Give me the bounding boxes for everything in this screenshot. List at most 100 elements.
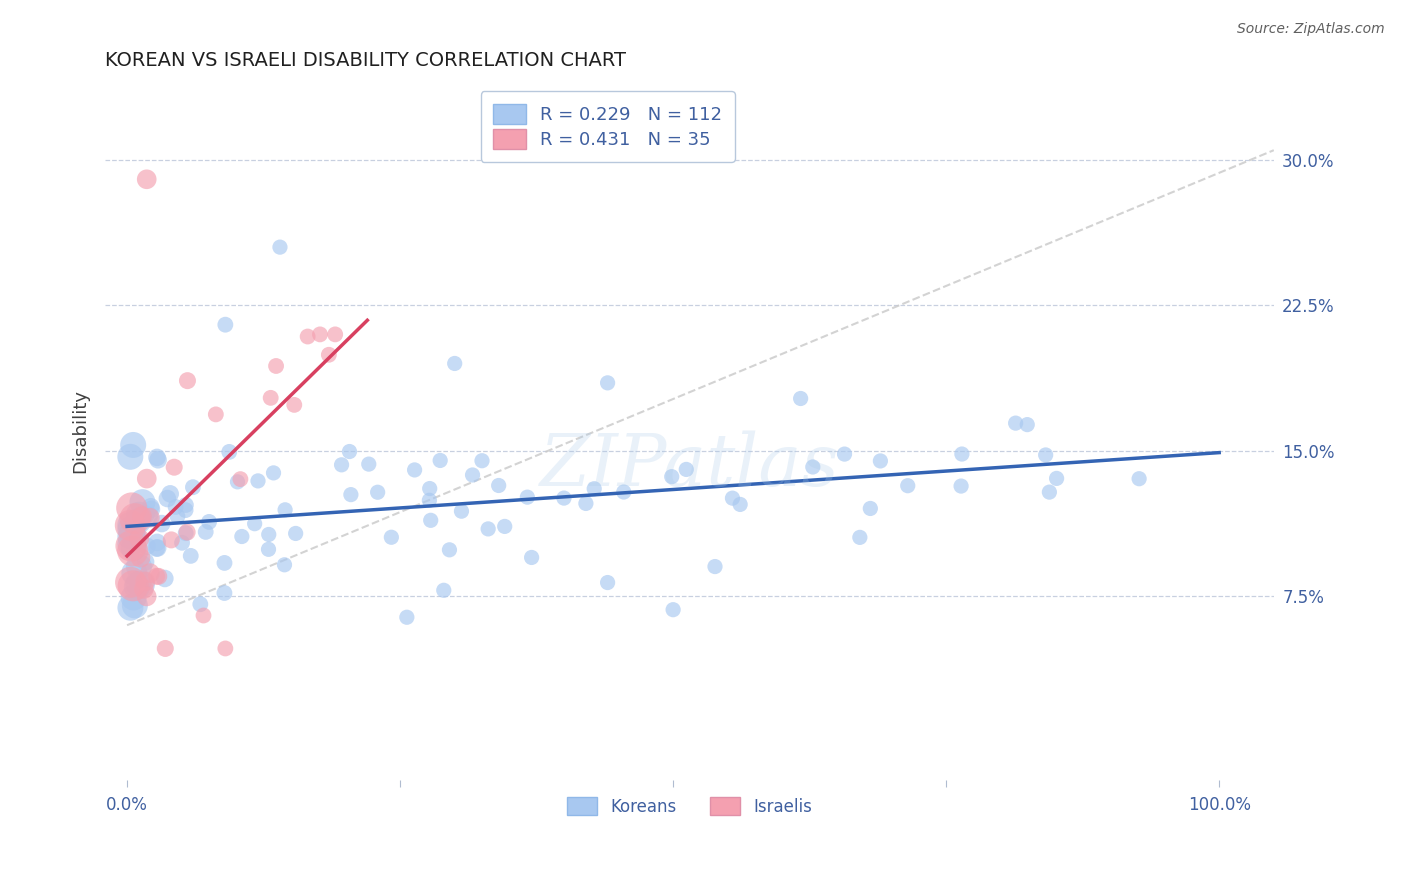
Point [148, 569, 170, 583]
Point [141, 502, 163, 516]
Point [120, 600, 142, 615]
Point [433, 583, 456, 598]
Text: KOREAN VS ISRAELI DISABILITY CORRELATION CHART: KOREAN VS ISRAELI DISABILITY CORRELATION… [105, 51, 626, 70]
Point [443, 356, 465, 370]
Point [950, 447, 973, 461]
Point [721, 491, 744, 505]
Point [704, 559, 727, 574]
Point [297, 329, 319, 343]
Point [122, 579, 145, 593]
Point [131, 577, 153, 591]
Point [146, 450, 169, 465]
Point [139, 566, 162, 580]
Point [176, 525, 198, 540]
Point [226, 475, 249, 489]
Legend: Koreans, Israelis: Koreans, Israelis [558, 789, 821, 824]
Point [150, 516, 173, 531]
Point [139, 500, 162, 514]
Point [662, 603, 685, 617]
Point [124, 566, 146, 580]
Point [188, 597, 211, 611]
Point [135, 472, 157, 486]
Point [122, 541, 145, 555]
Point [869, 454, 891, 468]
Point [661, 469, 683, 483]
Point [583, 482, 606, 496]
Point [146, 452, 169, 467]
Point [146, 541, 169, 555]
Point [135, 555, 157, 569]
Point [131, 509, 153, 524]
Point [214, 556, 236, 570]
Point [129, 550, 152, 565]
Point [159, 487, 181, 501]
Point [122, 591, 145, 605]
Point [1045, 471, 1067, 485]
Point [122, 438, 145, 452]
Point [120, 518, 142, 533]
Point [121, 544, 143, 558]
Point [153, 572, 176, 586]
Point [166, 509, 188, 524]
Point [165, 500, 187, 514]
Point [274, 503, 297, 517]
Point [330, 458, 353, 472]
Point [136, 539, 159, 553]
Point [120, 450, 142, 464]
Point [243, 516, 266, 531]
Point [395, 610, 418, 624]
Point [516, 490, 538, 504]
Point [284, 526, 307, 541]
Point [488, 478, 510, 492]
Point [128, 508, 150, 522]
Point [132, 582, 155, 596]
Point [124, 599, 146, 613]
Point [120, 530, 142, 544]
Point [163, 460, 186, 475]
Point [264, 359, 287, 373]
Point [127, 514, 149, 528]
Point [231, 529, 253, 543]
Point [897, 479, 920, 493]
Point [121, 500, 143, 515]
Y-axis label: Disability: Disability [72, 389, 89, 474]
Point [120, 522, 142, 536]
Point [269, 240, 291, 254]
Text: ZIPatlas: ZIPatlas [540, 431, 839, 501]
Point [728, 498, 751, 512]
Point [429, 453, 451, 467]
Point [520, 550, 543, 565]
Point [494, 519, 516, 533]
Point [260, 391, 283, 405]
Point [263, 466, 285, 480]
Point [155, 641, 177, 656]
Point [257, 527, 280, 541]
Point [127, 577, 149, 591]
Point [139, 510, 162, 524]
Point [194, 524, 217, 539]
Point [461, 467, 484, 482]
Point [156, 491, 179, 506]
Point [174, 526, 197, 541]
Point [801, 460, 824, 475]
Point [859, 501, 882, 516]
Point [318, 348, 340, 362]
Point [193, 608, 215, 623]
Point [419, 482, 441, 496]
Point [675, 462, 697, 476]
Point [128, 559, 150, 574]
Point [146, 535, 169, 549]
Point [309, 327, 332, 342]
Point [214, 318, 236, 332]
Point [418, 493, 440, 508]
Point [135, 508, 157, 522]
Point [128, 532, 150, 546]
Point [160, 533, 183, 547]
Point [174, 503, 197, 517]
Point [834, 447, 856, 461]
Point [613, 485, 636, 500]
Point [1004, 416, 1026, 430]
Point [198, 515, 221, 529]
Point [257, 542, 280, 557]
Point [596, 376, 619, 390]
